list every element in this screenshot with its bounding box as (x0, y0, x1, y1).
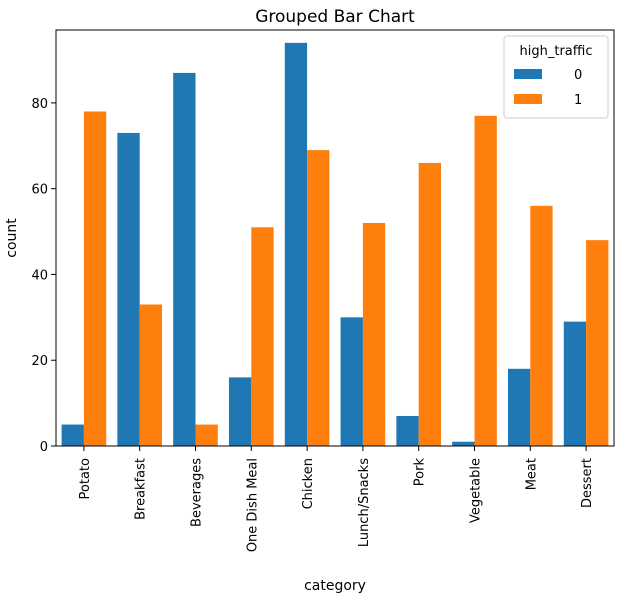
bar-0-10 (563, 321, 587, 446)
bar-1-3 (195, 424, 218, 446)
y-axis-label: count (4, 218, 20, 258)
bar-1-6 (362, 222, 386, 446)
legend: high_traffic 0 1 (503, 35, 609, 119)
bar-0-2 (117, 132, 140, 446)
chart-title: Grouped Bar Chart (255, 7, 415, 27)
legend-swatch-1 (514, 94, 542, 104)
x-tick-label: Chicken (301, 458, 316, 509)
y-tick-label: 40 (31, 268, 48, 283)
bar-1-2 (139, 304, 163, 446)
x-tick-label: One Dish Meal (245, 458, 260, 552)
x-tick-label: Meat (524, 458, 539, 490)
bar-0-3 (173, 72, 196, 446)
bar-1-5 (307, 150, 330, 447)
bar-1-4 (251, 227, 274, 446)
x-tick-label: Lunch/Snacks (357, 458, 372, 547)
bar-0-9 (507, 368, 531, 446)
legend-swatch-0 (514, 69, 542, 79)
x-tick-label: Beverages (190, 458, 205, 527)
x-tick-label: Dessert (580, 458, 595, 508)
y-axis: 0 20 40 60 80 (31, 97, 56, 455)
x-tick-label: Breakfast (134, 458, 149, 520)
x-axis-label: category (304, 578, 366, 594)
bar-0-6 (340, 317, 363, 446)
y-tick-label: 60 (31, 183, 48, 198)
bar-1-7 (418, 162, 442, 446)
legend-label-0: 0 (574, 68, 582, 83)
x-tick-label: Pork (413, 458, 428, 487)
bar-0-4 (228, 377, 252, 446)
legend-title: high_traffic (520, 44, 593, 59)
y-tick-label: 0 (40, 440, 48, 455)
y-tick-label: 20 (31, 354, 48, 369)
bar-0-1 (61, 424, 84, 446)
bar-0-5 (284, 42, 308, 447)
bars-layer (61, 42, 609, 447)
y-tick-label: 80 (31, 97, 48, 112)
bar-0-7 (396, 415, 419, 446)
x-tick-label: Potato (78, 458, 93, 499)
bar-0-8 (452, 441, 475, 446)
x-tick-label: Vegetable (469, 458, 484, 523)
x-axis: Potato Breakfast Beverages One Dish Meal Chi… (78, 446, 595, 552)
legend-label-1: 1 (574, 93, 582, 108)
bar-1-10 (586, 240, 609, 446)
bar-1-8 (474, 115, 497, 446)
bar-1-9 (530, 205, 553, 446)
bar-1-1 (83, 111, 107, 447)
plot-frame (55, 29, 615, 447)
